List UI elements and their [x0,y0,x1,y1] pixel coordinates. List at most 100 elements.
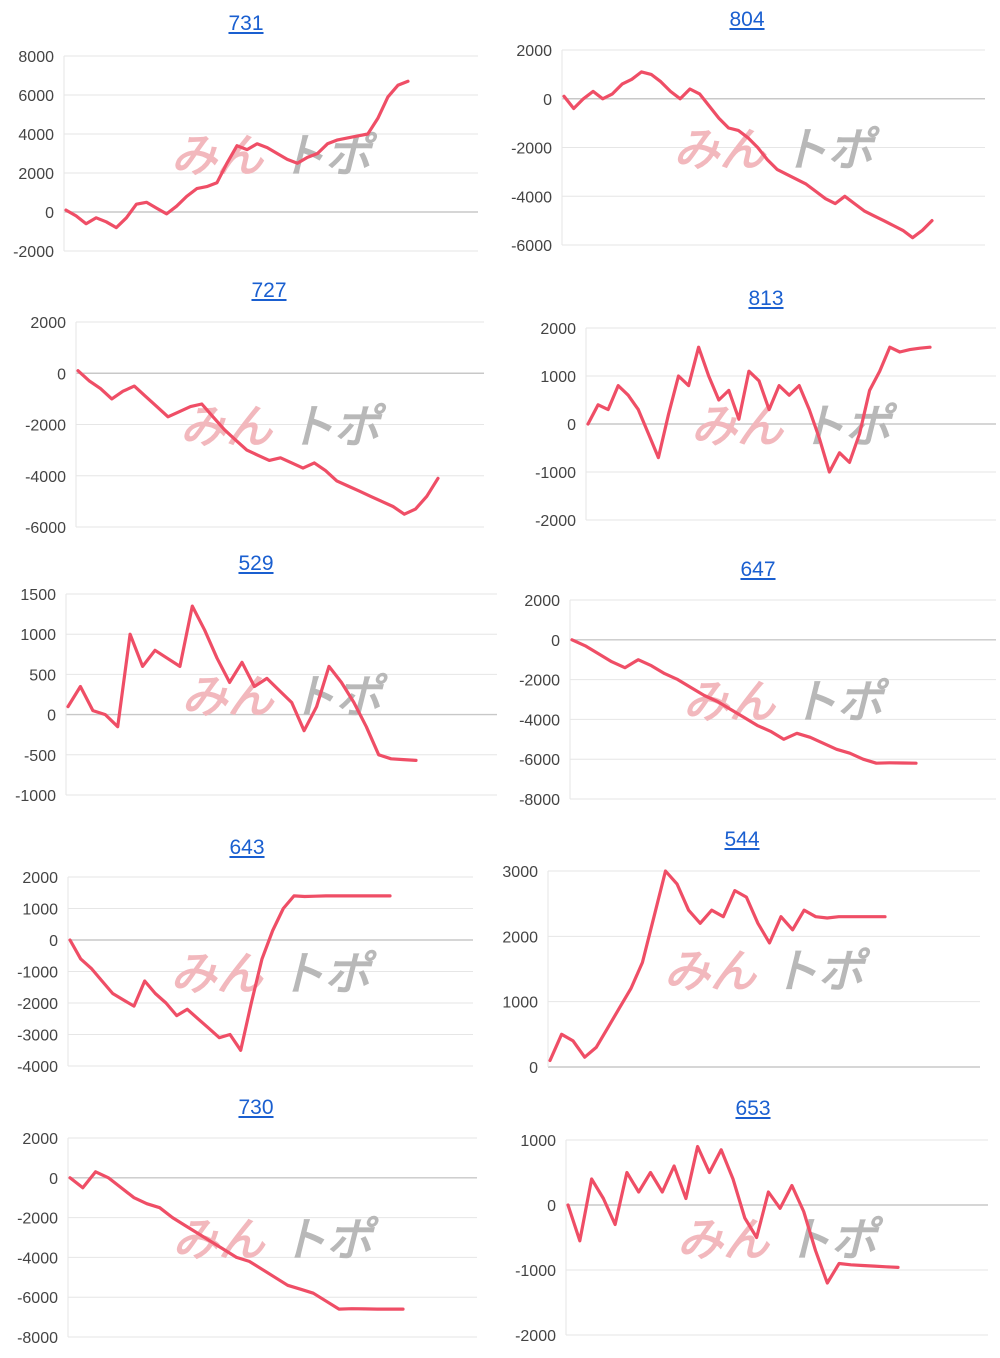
series-line [566,1144,900,1285]
y-tick-label: 0 [529,1060,538,1077]
y-tick-label: 2000 [22,870,58,887]
series-line [66,604,418,762]
y-tick-label: 0 [47,708,56,725]
y-tick-label: 4000 [18,127,54,144]
y-tick-label: -2000 [17,1211,58,1228]
watermark-text-gray: トポ [281,1213,380,1267]
y-tick-label: 2000 [18,166,54,183]
y-tick-label: 1000 [520,1133,556,1150]
chart-title-link[interactable]: 730 [238,1096,274,1119]
y-tick-label: -6000 [519,752,560,769]
y-tick-label: 2000 [516,43,552,60]
series-line [68,894,392,1052]
y-tick-label: -1000 [15,788,56,805]
y-tick-label: 0 [45,205,54,222]
y-tick-label: -4000 [17,1059,58,1076]
watermark-text-red: みん [180,400,274,454]
y-tick-label: -2000 [25,418,66,435]
y-tick-label: -4000 [519,712,560,729]
chart-title-link[interactable]: 813 [748,287,784,310]
y-tick-label: 0 [49,1171,58,1188]
y-tick-label: -1000 [17,965,58,982]
watermark-text-red: みん [674,123,768,177]
y-tick-label: -2000 [535,513,576,530]
chart-title-link[interactable]: 529 [238,552,274,575]
chart-title-link[interactable]: 731 [228,12,264,35]
watermark-text-red: みん [171,947,265,1001]
chart-title-link[interactable]: 544 [724,828,760,851]
y-tick-label: -2000 [519,673,560,690]
watermark-text-gray: トポ [288,400,387,454]
watermark-text-gray: トポ [782,123,881,177]
series-line [562,70,934,240]
chart-title-link[interactable]: 727 [251,279,287,302]
series-line [548,869,887,1063]
y-tick-label: -2000 [515,1328,556,1345]
watermark-text-red: みん [171,129,265,183]
y-tick-label: 0 [543,92,552,109]
y-tick-label: 3000 [502,864,538,881]
y-tick-label: 0 [567,417,576,434]
y-tick-label: 1000 [540,369,576,386]
y-tick-label: -2000 [13,244,54,261]
chart-title-link[interactable]: 647 [740,558,776,581]
y-tick-label: 1000 [502,995,538,1012]
watermark-text-red: みん [664,944,758,998]
y-tick-label: -6000 [25,520,66,537]
y-tick-label: -6000 [17,1290,58,1307]
y-tick-label: -4000 [17,1250,58,1267]
y-tick-label: -6000 [511,238,552,255]
y-tick-label: 0 [547,1198,556,1215]
y-tick-label: -3000 [17,1028,58,1045]
y-tick-label: 2000 [540,321,576,338]
y-tick-label: -4000 [25,469,66,486]
y-tick-label: -1000 [515,1263,556,1280]
watermark-text-red: みん [677,1213,771,1267]
y-tick-label: -8000 [17,1330,58,1347]
y-tick-label: 500 [29,667,56,684]
series-line [68,1170,405,1311]
y-tick-label: -4000 [511,189,552,206]
series-line [570,638,918,765]
y-tick-label: 2000 [524,593,560,610]
y-tick-label: -1000 [535,465,576,482]
y-tick-label: 0 [49,933,58,950]
y-tick-label: -8000 [519,792,560,809]
watermark-text-gray: トポ [279,947,378,1001]
y-tick-label: 0 [551,633,560,650]
watermark-text-gray: トポ [785,1213,884,1267]
y-tick-label: -500 [24,748,56,765]
watermark-text-gray: トポ [791,675,890,729]
series-line [64,79,410,230]
watermark-text-gray: トポ [279,129,378,183]
y-tick-label: 1000 [22,902,58,919]
y-tick-label: -2000 [17,996,58,1013]
y-tick-label: -2000 [511,141,552,158]
y-tick-label: 0 [57,366,66,383]
watermark-text-gray: トポ [772,944,871,998]
chart-title-link[interactable]: 804 [729,8,765,31]
y-tick-label: 2000 [502,929,538,946]
chart-title-link[interactable]: 643 [229,836,265,859]
chart-title-link[interactable]: 653 [735,1097,771,1120]
y-tick-label: 2000 [22,1131,58,1148]
y-tick-label: 1000 [20,627,56,644]
y-tick-label: 8000 [18,49,54,66]
watermark-text-red: みん [173,1213,267,1267]
y-tick-label: 1500 [20,587,56,604]
series-line [76,369,440,516]
y-tick-label: 2000 [30,315,66,332]
watermark-text-red: みん [683,675,777,729]
y-tick-label: 6000 [18,88,54,105]
series-line [586,345,932,474]
